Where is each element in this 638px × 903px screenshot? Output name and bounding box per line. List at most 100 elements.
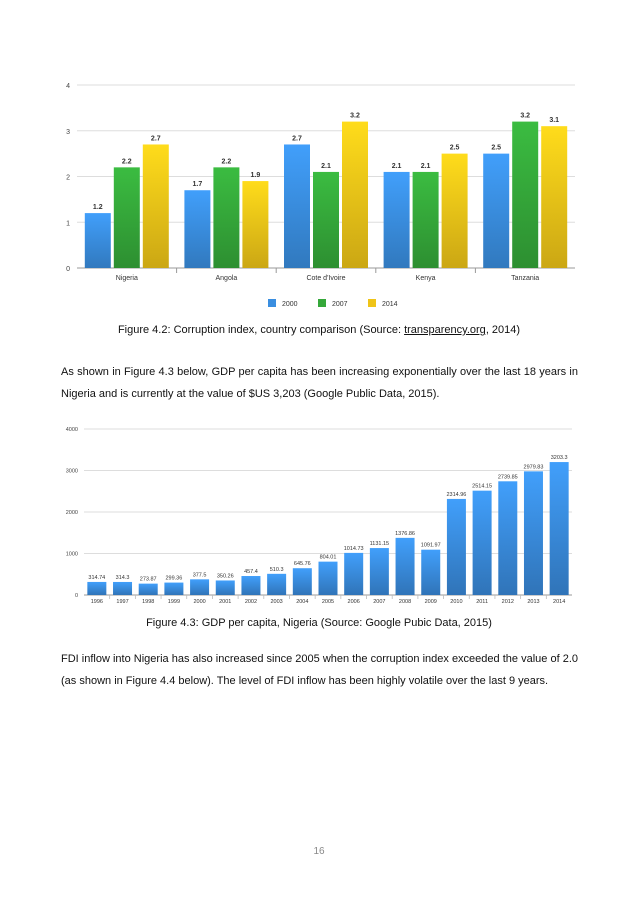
bar [241,576,261,595]
bar-value-label: 1376.86 [395,531,415,537]
paragraph-gdp: As shown in Figure 4.3 below, GDP per ca… [61,366,578,400]
bar-2014 [242,181,269,268]
x-tick-label: 2012 [502,599,514,605]
figure-4-3-caption: Figure 4.3: GDP per capita, Nigeria (Sou… [146,617,492,629]
y-tick-label: 1 [66,220,70,227]
bar [344,552,364,595]
bar-2000 [84,213,111,268]
bar-value-label: 645.76 [294,561,311,567]
bar-2014 [441,153,468,268]
x-tick-label: 2003 [271,599,283,605]
bar [549,462,569,595]
bar [523,471,543,595]
bar-value-label: 1091.97 [421,543,441,549]
y-tick-label: 3000 [66,469,78,475]
bar-2000 [284,144,310,268]
bar [421,549,441,595]
bar-2007 [213,167,240,268]
transparency-link[interactable]: transparency.org [404,324,486,336]
bar [446,498,466,595]
bar-value-label: 1131.15 [370,541,389,547]
legend-swatch-2000 [268,299,276,307]
bar-2014 [142,144,169,268]
bar-value-label: 3203.3 [551,455,568,461]
x-tick-label: 2005 [322,599,334,605]
x-tick-label: 2009 [425,599,437,605]
legend-label: 2007 [332,301,348,308]
x-tick-label: 2011 [476,599,488,605]
bar [138,583,158,595]
bar [498,481,518,595]
bar-2014 [541,126,568,268]
y-tick-label: 4 [66,83,70,90]
x-tick-label: 2006 [348,599,360,605]
bar [190,579,210,595]
bar [395,537,415,595]
x-tick-label: 2001 [219,599,231,605]
bar-value-label: 1.7 [193,181,203,188]
bar [267,573,287,595]
bar-value-label: 2.7 [292,135,302,142]
bar-value-label: 2.2 [122,158,132,165]
legend-swatch-2007 [318,299,326,307]
bar-value-label: 510.3 [270,567,284,573]
bar [369,548,389,595]
y-tick-label: 4000 [66,427,78,433]
bar-value-label: 2.2 [222,158,232,165]
bar-value-label: 299.36 [165,576,182,582]
y-tick-label: 0 [66,266,70,273]
y-tick-label: 1000 [66,552,78,558]
x-tick-label: Tanzania [511,275,539,282]
bar-value-label: 2739.85 [498,474,518,480]
y-tick-label: 0 [75,593,78,599]
bar-value-label: 273.87 [140,577,157,583]
bar-value-label: 2514.15 [472,484,492,490]
bar-2000 [184,190,211,268]
x-tick-label: 1997 [116,599,128,605]
bar-2007 [512,121,539,268]
x-tick-label: 2007 [373,599,385,605]
bar [292,568,312,595]
bar-value-label: 350.26 [217,573,234,579]
bar-value-label: 3.2 [350,113,360,120]
bar-value-label: 1014.73 [344,546,364,552]
x-tick-label: Cote d'Ivoire [306,275,345,282]
x-tick-label: 2002 [245,599,257,605]
bar-value-label: 457.4 [244,569,258,575]
bar-value-label: 3.2 [520,113,530,120]
bar-value-label: 377.5 [193,572,207,578]
bar-2007 [412,171,439,268]
bar-value-label: 2.5 [450,145,460,152]
bar [113,581,133,595]
paragraph-fdi: FDI inflow into Nigeria has also increas… [61,653,578,687]
bar [318,561,338,595]
bar-2000 [383,171,410,268]
bar-value-label: 2.1 [321,163,331,170]
bar-value-label: 1.2 [93,204,103,211]
x-tick-label: 1998 [142,599,154,605]
bar-value-label: 2.7 [151,135,161,142]
bar-2000 [483,153,510,268]
x-tick-label: Angola [216,275,238,282]
bar-value-label: 2314.96 [446,492,466,498]
x-tick-label: 1996 [91,599,103,605]
x-tick-label: 1999 [168,599,180,605]
y-tick-label: 2 [66,175,70,182]
y-tick-label: 3 [66,129,70,136]
gdp-per-capita-chart: 0 1000 2000 3000 4000 314.74 1996 314.3 1997 273.… [66,427,572,605]
bar [472,490,492,595]
bar-value-label: 2.1 [421,163,431,170]
x-tick-label: 2010 [450,599,462,605]
bar [87,581,107,595]
bar-value-label: 314.3 [116,575,130,581]
bar-value-label: 3.1 [549,117,559,124]
x-tick-label: 2004 [296,599,308,605]
bar [164,582,184,595]
bar-value-label: 804.01 [320,555,337,561]
bar-2007 [313,171,339,268]
x-tick-label: 2008 [399,599,411,605]
bar-value-label: 2.1 [392,163,402,170]
x-tick-label: Nigeria [116,275,138,282]
bar-value-label: 1.9 [251,172,261,179]
page-number: 16 [313,846,325,857]
